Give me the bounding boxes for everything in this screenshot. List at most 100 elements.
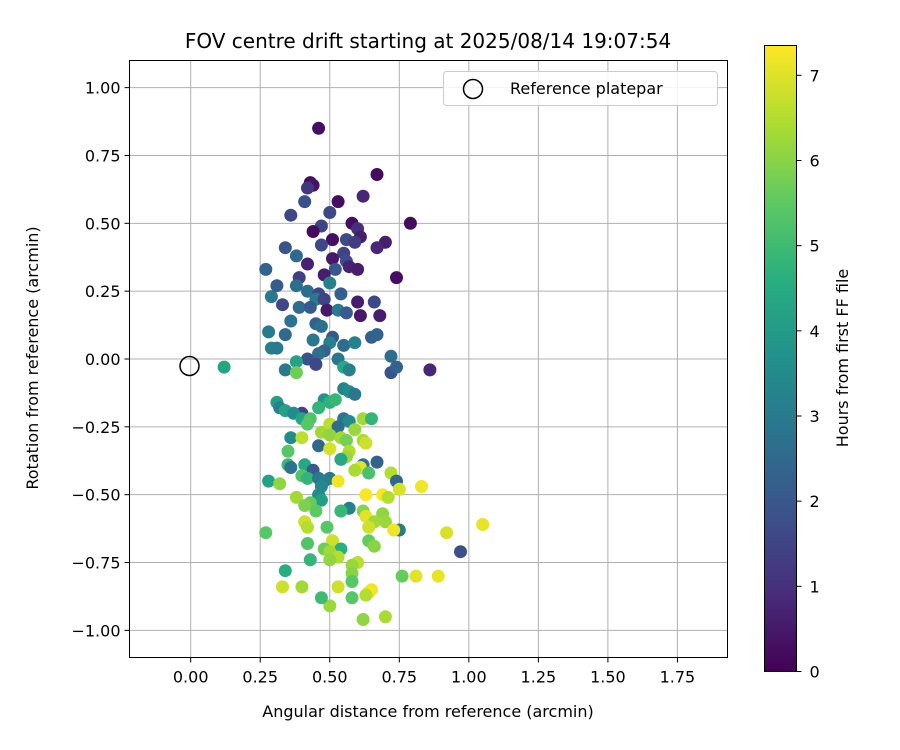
data-point xyxy=(298,195,312,209)
data-point xyxy=(320,520,334,534)
data-point xyxy=(284,314,298,328)
data-point xyxy=(303,553,317,567)
data-point xyxy=(356,613,370,626)
colorbar-tick-label: 0 xyxy=(810,663,820,682)
data-point xyxy=(314,493,328,507)
data-point xyxy=(359,488,373,502)
legend-box xyxy=(443,71,718,106)
colorbar-gradient xyxy=(764,45,797,672)
data-point xyxy=(345,591,359,605)
data-point xyxy=(301,181,314,195)
grid-lines xyxy=(129,60,728,658)
data-point xyxy=(367,539,381,553)
x-tick-label: 0.50 xyxy=(312,668,348,687)
data-point xyxy=(365,412,378,426)
colorbar: 0 1 2 3 4 5 6 7 Hours from first FF file xyxy=(764,45,852,682)
y-tick-label: −1.00 xyxy=(71,621,120,640)
data-point xyxy=(323,599,337,613)
data-point xyxy=(326,534,339,548)
x-axis-ticks: 0.00 0.25 0.50 0.75 1.00 1.25 1.50 1.75 xyxy=(173,657,695,687)
data-point xyxy=(276,580,289,594)
data-point xyxy=(278,564,292,578)
data-point xyxy=(328,262,342,276)
data-point xyxy=(295,431,309,445)
scatter-points xyxy=(217,121,490,626)
data-point xyxy=(317,292,331,306)
legend-label: Reference platepar xyxy=(510,79,663,98)
data-point xyxy=(284,431,298,445)
data-point xyxy=(298,499,312,512)
data-point xyxy=(284,461,298,474)
data-point xyxy=(312,347,326,361)
data-point xyxy=(348,463,362,477)
data-point xyxy=(359,588,373,602)
data-point xyxy=(348,235,362,249)
data-point xyxy=(337,338,351,352)
colorbar-ticks: 0 1 2 3 4 5 6 7 xyxy=(796,66,820,682)
data-point xyxy=(289,366,303,380)
data-point xyxy=(348,387,362,401)
reference-platepar-marker xyxy=(179,355,200,377)
colorbar-tick-label: 7 xyxy=(810,66,820,85)
data-point xyxy=(370,328,384,342)
data-point xyxy=(314,319,328,333)
data-point xyxy=(370,168,384,181)
data-point xyxy=(345,575,359,588)
data-point xyxy=(339,306,353,320)
data-point xyxy=(328,393,342,407)
data-point xyxy=(423,363,437,377)
x-tick-label: 0.75 xyxy=(381,668,417,687)
data-point xyxy=(306,333,320,347)
colorbar-tick-label: 5 xyxy=(810,237,820,256)
x-tick-label: 1.00 xyxy=(451,668,487,687)
x-tick-label: 0.00 xyxy=(173,668,209,687)
y-tick-label: 1.00 xyxy=(85,79,121,98)
data-point xyxy=(331,580,345,594)
data-point xyxy=(334,287,348,301)
data-point xyxy=(390,271,403,285)
data-point xyxy=(278,328,292,342)
data-point xyxy=(289,249,303,263)
colorbar-tick-label: 1 xyxy=(810,577,820,596)
data-point xyxy=(301,520,314,534)
colorbar-tick-label: 4 xyxy=(810,322,820,341)
data-point xyxy=(217,360,231,374)
data-point xyxy=(270,341,284,355)
data-point xyxy=(303,300,317,314)
data-point xyxy=(314,238,328,252)
data-point xyxy=(326,252,339,266)
y-tick-label: −0.50 xyxy=(71,486,120,505)
y-tick-label: −0.25 xyxy=(71,418,120,437)
data-point xyxy=(323,553,337,567)
data-point xyxy=(348,336,362,350)
data-point xyxy=(259,526,273,540)
data-point xyxy=(262,325,276,339)
data-point xyxy=(373,309,387,323)
data-point xyxy=(259,262,273,276)
chart-title: FOV centre drift starting at 2025/08/14 … xyxy=(185,29,671,53)
data-point xyxy=(440,526,454,540)
data-point xyxy=(284,208,298,222)
data-point xyxy=(342,363,356,377)
data-point xyxy=(264,290,278,304)
data-point xyxy=(270,279,284,293)
colorbar-tick-label: 3 xyxy=(810,407,820,426)
data-point xyxy=(301,257,314,271)
y-tick-label: −0.75 xyxy=(71,554,120,573)
data-point xyxy=(331,420,345,434)
data-point xyxy=(289,355,303,369)
x-tick-label: 0.25 xyxy=(242,668,278,687)
data-point xyxy=(353,309,367,323)
data-point xyxy=(409,569,423,583)
y-tick-label: 0.50 xyxy=(85,214,121,233)
data-point xyxy=(403,216,417,230)
y-axis-ticks: 1.00 0.75 0.50 0.25 0.00 −0.25 −0.50 −0.75 −1.00 xyxy=(71,79,130,640)
data-point xyxy=(312,401,326,415)
data-point xyxy=(334,504,348,518)
y-axis-label: Rotation from reference (arcmin) xyxy=(23,226,42,489)
data-point xyxy=(262,474,276,488)
data-point xyxy=(359,436,373,450)
data-point xyxy=(276,298,289,312)
y-tick-label: 0.75 xyxy=(85,146,121,165)
